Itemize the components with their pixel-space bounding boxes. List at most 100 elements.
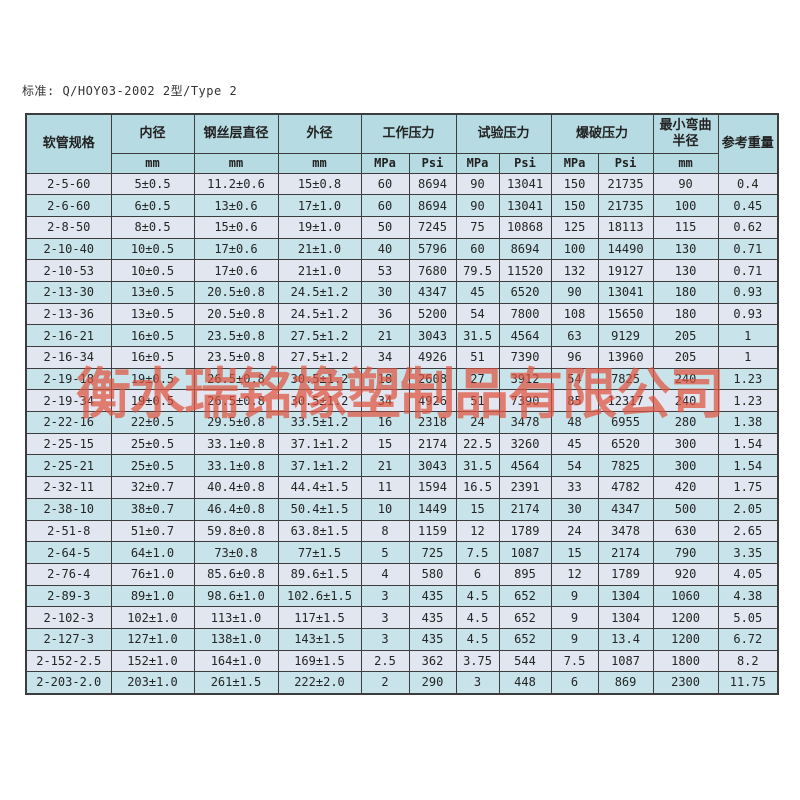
- cell-burst-mpa: 63: [550, 324, 599, 347]
- cell-min-bend-radius: 500: [652, 497, 719, 521]
- cell-test-psi: 13041: [498, 172, 552, 196]
- cell-ref-weight: 1.23: [717, 367, 779, 391]
- cell-min-bend-radius: 1200: [652, 627, 719, 651]
- cell-burst-psi: 13.4: [597, 627, 654, 651]
- cell-wire-layer-diameter: 59.8±0.8: [193, 519, 279, 543]
- cell-min-bend-radius: 300: [652, 454, 719, 478]
- cell-ref-weight: 0.4: [717, 172, 779, 196]
- cell-min-bend-radius: 180: [652, 280, 719, 304]
- table-row: 2-13-36 13±0.5 20.5±0.8 24.5±1.2 36 5200…: [25, 302, 779, 326]
- table-row: 2-16-21 16±0.5 23.5±0.8 27.5±1.2 21 3043…: [25, 324, 779, 347]
- cell-test-mpa: 60: [455, 237, 500, 261]
- cell-wire-layer-diameter: 261±1.5: [193, 671, 279, 694]
- cell-working-mpa: 50: [360, 215, 410, 239]
- cell-burst-mpa: 150: [550, 172, 599, 196]
- cell-wire-layer-diameter: 40.4±0.8: [193, 476, 279, 499]
- cell-working-mpa: 40: [360, 237, 410, 261]
- cell-inner-diameter: 19±0.5: [110, 389, 195, 413]
- cell-ref-weight: 1.54: [717, 432, 779, 456]
- cell-working-mpa: 5: [360, 541, 410, 564]
- cell-working-mpa: 34: [360, 346, 410, 369]
- cell-test-psi: 895: [498, 562, 552, 586]
- cell-burst-psi: 3478: [597, 519, 654, 543]
- table-row: 2-127-3 127±1.0 138±1.0 143±1.5 3 435 4.…: [25, 627, 779, 651]
- cell-inner-diameter: 6±0.5: [110, 194, 195, 217]
- cell-test-psi: 6520: [498, 280, 552, 304]
- cell-test-mpa: 16.5: [455, 476, 500, 499]
- cell-test-mpa: 90: [455, 172, 500, 196]
- cell-inner-diameter: 64±1.0: [110, 541, 195, 564]
- header-row-units: mm mm mm MPa Psi MPa Psi MPa Psi mm: [26, 152, 778, 174]
- cell-spec: 2-5-60: [25, 172, 112, 196]
- cell-burst-psi: 2174: [597, 541, 654, 564]
- header-inner-diameter: 内径: [110, 113, 195, 154]
- cell-test-mpa: 79.5: [455, 259, 500, 282]
- cell-ref-weight: 0.71: [717, 259, 779, 282]
- cell-burst-mpa: 54: [550, 367, 599, 391]
- cell-working-psi: 4926: [408, 389, 457, 413]
- cell-ref-weight: 2.05: [717, 497, 779, 521]
- cell-working-mpa: 60: [360, 194, 410, 217]
- cell-wire-layer-diameter: 73±0.8: [193, 541, 279, 564]
- header-min-bend-radius: 最小弯曲半径: [652, 113, 719, 154]
- cell-working-psi: 3043: [408, 454, 457, 478]
- cell-min-bend-radius: 205: [652, 324, 719, 347]
- cell-test-psi: 3478: [498, 411, 552, 434]
- cell-burst-psi: 14490: [597, 237, 654, 261]
- cell-wire-layer-diameter: 26.5±0.8: [193, 389, 279, 413]
- cell-test-mpa: 7.5: [455, 541, 500, 564]
- cell-outer-diameter: 27.5±1.2: [277, 346, 362, 369]
- cell-test-mpa: 75: [455, 215, 500, 239]
- cell-spec: 2-16-34: [25, 346, 112, 369]
- cell-inner-diameter: 16±0.5: [110, 346, 195, 369]
- cell-wire-layer-diameter: 13±0.6: [193, 194, 279, 217]
- cell-spec: 2-127-3: [25, 627, 112, 651]
- cell-burst-mpa: 54: [550, 454, 599, 478]
- cell-working-psi: 580: [408, 562, 457, 586]
- cell-ref-weight: 2.65: [717, 519, 779, 543]
- cell-burst-mpa: 132: [550, 259, 599, 282]
- cell-working-psi: 2318: [408, 411, 457, 434]
- cell-outer-diameter: 30.5±1.2: [277, 389, 362, 413]
- cell-test-mpa: 4.5: [455, 584, 500, 608]
- cell-outer-diameter: 143±1.5: [277, 627, 362, 651]
- cell-ref-weight: 1.75: [717, 476, 779, 499]
- table-row: 2-10-40 10±0.5 17±0.6 21±1.0 40 5796 60 …: [25, 237, 779, 261]
- table-row: 2-102-3 102±1.0 113±1.0 117±1.5 3 435 4.…: [25, 606, 779, 629]
- cell-working-psi: 435: [408, 584, 457, 608]
- header-outer-diameter: 外径: [277, 113, 362, 154]
- cell-test-mpa: 27: [455, 367, 500, 391]
- cell-test-mpa: 4.5: [455, 627, 500, 651]
- cell-burst-mpa: 30: [550, 497, 599, 521]
- cell-outer-diameter: 21±1.0: [277, 237, 362, 261]
- cell-burst-psi: 13041: [597, 280, 654, 304]
- cell-outer-diameter: 102.6±1.5: [277, 584, 362, 608]
- cell-test-mpa: 45: [455, 280, 500, 304]
- cell-spec: 2-6-60: [25, 194, 112, 217]
- header-burst-pressure: 爆破压力: [550, 113, 654, 154]
- cell-inner-diameter: 89±1.0: [110, 584, 195, 608]
- cell-test-psi: 10868: [498, 215, 552, 239]
- cell-spec: 2-32-11: [25, 476, 112, 499]
- cell-min-bend-radius: 240: [652, 367, 719, 391]
- cell-burst-psi: 4347: [597, 497, 654, 521]
- cell-test-mpa: 22.5: [455, 432, 500, 456]
- cell-burst-psi: 21735: [597, 194, 654, 217]
- unit-working-mpa: MPa: [360, 152, 410, 174]
- cell-test-psi: 1087: [498, 541, 552, 564]
- cell-working-psi: 4926: [408, 346, 457, 369]
- cell-wire-layer-diameter: 20.5±0.8: [193, 302, 279, 326]
- cell-working-mpa: 34: [360, 389, 410, 413]
- cell-inner-diameter: 25±0.5: [110, 454, 195, 478]
- cell-burst-psi: 7825: [597, 454, 654, 478]
- cell-burst-mpa: 108: [550, 302, 599, 326]
- cell-outer-diameter: 44.4±1.5: [277, 476, 362, 499]
- cell-wire-layer-diameter: 20.5±0.8: [193, 280, 279, 304]
- cell-test-mpa: 24: [455, 411, 500, 434]
- cell-test-psi: 3260: [498, 432, 552, 456]
- cell-burst-psi: 18113: [597, 215, 654, 239]
- cell-spec: 2-22-16: [25, 411, 112, 434]
- cell-test-mpa: 51: [455, 389, 500, 413]
- cell-wire-layer-diameter: 33.1±0.8: [193, 454, 279, 478]
- cell-min-bend-radius: 205: [652, 346, 719, 369]
